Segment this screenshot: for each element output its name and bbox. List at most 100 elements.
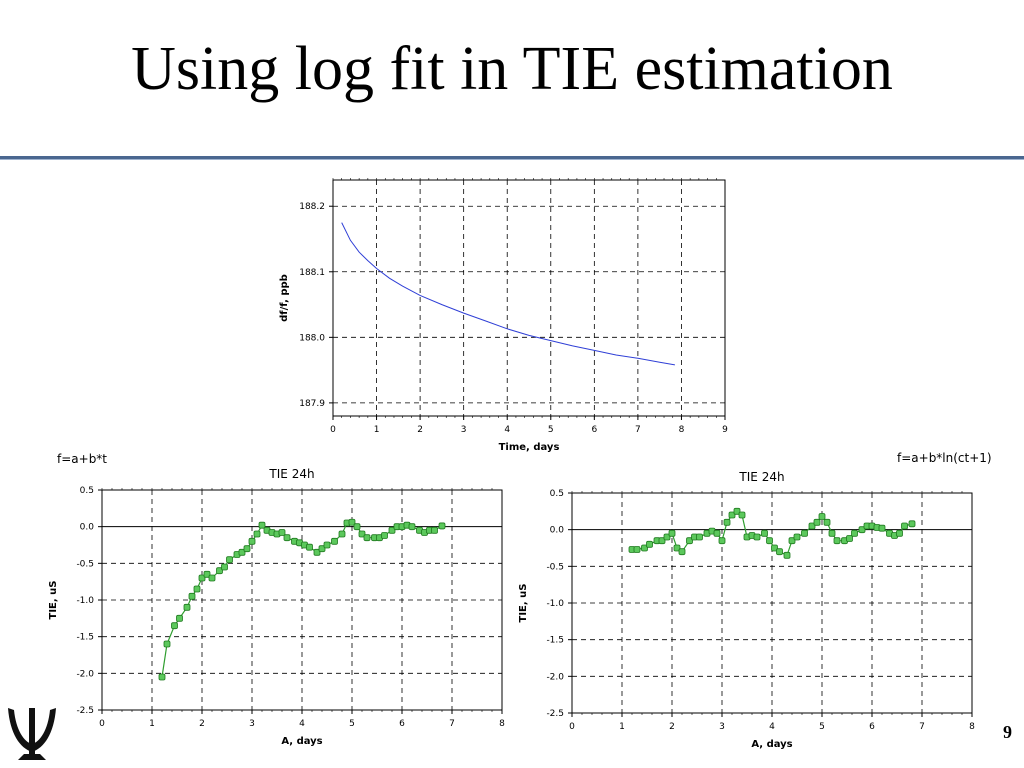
- data-point: [846, 535, 853, 542]
- y-tick-label: -1.0: [76, 596, 94, 606]
- data-point: [686, 537, 693, 545]
- data-point: [646, 540, 653, 548]
- data-point: [858, 526, 866, 534]
- x-tick-label: 2: [199, 719, 205, 729]
- data-point: [678, 548, 686, 556]
- data-point: [183, 603, 191, 611]
- y-axis-label: TIE, uS: [48, 581, 59, 620]
- data-point: [253, 530, 261, 538]
- data-point: [258, 521, 266, 529]
- data-point: [901, 522, 908, 530]
- x-tick-label: 4: [769, 722, 775, 732]
- x-axis-label: Time, days: [499, 442, 560, 453]
- x-tick-label: 4: [299, 719, 305, 729]
- data-point: [313, 548, 321, 556]
- x-tick-label: 6: [399, 719, 405, 729]
- data-point: [208, 574, 216, 582]
- x-tick-label: 5: [819, 722, 825, 732]
- y-tick-label: -0.5: [546, 562, 564, 572]
- y-axis-label: TIE, uS: [518, 584, 529, 623]
- data-point: [283, 534, 291, 542]
- data-point: [823, 518, 831, 526]
- data-point: [733, 507, 741, 515]
- x-tick-label: 7: [919, 722, 925, 732]
- x-tick-label: 5: [349, 719, 355, 729]
- data-point: [238, 548, 246, 556]
- data-point: [323, 541, 331, 549]
- data-point: [348, 518, 356, 526]
- data-point: [788, 537, 796, 545]
- chart-title: TIE 24h: [268, 467, 314, 481]
- y-tick-label: 188.2: [299, 202, 325, 212]
- x-tick-label: 3: [719, 722, 725, 732]
- y-axis-label: df/f, ppb: [279, 274, 290, 322]
- log-fit-formula: f=a+b*ln(ct+1): [897, 451, 992, 465]
- data-point: [381, 532, 388, 539]
- data-point: [878, 524, 886, 532]
- y-tick-label: -2.0: [546, 672, 564, 682]
- linear-fit-formula: f=a+b*t: [57, 452, 108, 466]
- plot-area: [332, 179, 726, 417]
- x-tick-label: 0: [330, 425, 336, 435]
- data-point: [833, 537, 841, 545]
- x-tick-label: 7: [635, 425, 641, 435]
- data-point: [818, 513, 826, 520]
- x-tick-label: 1: [149, 719, 155, 729]
- y-tick-label: -0.5: [76, 559, 94, 569]
- data-point: [408, 523, 416, 531]
- data-point: [696, 533, 703, 541]
- x-tick-label: 8: [969, 722, 975, 732]
- x-tick-label: 3: [461, 425, 467, 435]
- data-point: [783, 551, 791, 559]
- data-point: [171, 622, 178, 630]
- slide-title: Using log fit in TIE estimation: [131, 35, 893, 103]
- data-point: [668, 529, 676, 537]
- y-tick-label: -2.5: [76, 706, 94, 716]
- data-point: [633, 546, 641, 553]
- data-point: [793, 533, 801, 541]
- data-point: [723, 518, 731, 526]
- data-point: [243, 545, 251, 553]
- data-point: [193, 585, 201, 593]
- y-tick-label: -1.5: [76, 633, 94, 643]
- data-point: [176, 614, 183, 622]
- data-point: [641, 544, 648, 552]
- data-point: [226, 556, 233, 564]
- tie-log-fit-chart: 0 1 2 3 4 5 6 7 8 -2.5 -2.0 -1.5 -1.0 -0.5 0.0 0.5 A, da…: [518, 470, 975, 750]
- data-point: [776, 548, 783, 556]
- x-tick-label: 6: [869, 722, 875, 732]
- y-tick-label: -2.0: [76, 669, 94, 679]
- x-tick-label: 4: [504, 425, 510, 435]
- x-tick-label: 9: [722, 425, 728, 435]
- data-point: [718, 537, 726, 545]
- data-point: [828, 529, 836, 537]
- x-axis-label: A, days: [751, 739, 792, 750]
- data-point: [216, 567, 223, 575]
- data-point: [808, 522, 816, 530]
- y-tick-label: 0.0: [80, 523, 95, 533]
- x-axis-label: A, days: [281, 736, 322, 747]
- x-tick-label: 2: [417, 425, 423, 435]
- title-divider: [0, 156, 1024, 160]
- x-tick-label: 2: [669, 722, 675, 732]
- data-point: [673, 544, 681, 552]
- data-point: [801, 529, 808, 537]
- data-point: [658, 537, 666, 545]
- data-point: [908, 520, 916, 528]
- y-tick-label: 188.0: [299, 333, 325, 343]
- data-point: [363, 534, 371, 542]
- data-point: [353, 523, 361, 531]
- y-tick-label: 0.5: [80, 486, 94, 496]
- data-point: [738, 511, 746, 519]
- data-point: [766, 537, 773, 545]
- x-tick-label: 1: [619, 722, 625, 732]
- data-point: [753, 533, 761, 541]
- y-tick-label: -1.5: [546, 636, 564, 646]
- data-point: [663, 533, 671, 541]
- trident-logo-icon: [8, 708, 56, 760]
- x-tick-label: 8: [679, 425, 685, 435]
- data-point: [188, 592, 196, 600]
- series-line: [341, 222, 675, 366]
- data-point: [331, 537, 338, 545]
